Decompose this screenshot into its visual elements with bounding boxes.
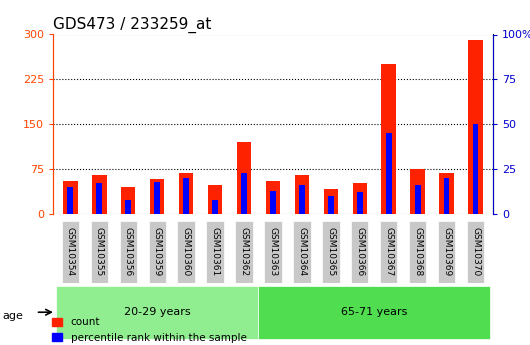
Text: GSM10356: GSM10356 bbox=[123, 227, 132, 276]
Bar bbox=[473, 124, 479, 214]
Text: GSM10365: GSM10365 bbox=[326, 227, 335, 276]
Bar bbox=[237, 142, 251, 214]
Bar bbox=[212, 199, 218, 214]
Bar bbox=[96, 184, 102, 214]
Text: GSM10354: GSM10354 bbox=[66, 227, 75, 276]
Bar bbox=[154, 181, 160, 214]
FancyBboxPatch shape bbox=[409, 221, 426, 283]
Text: GSM10360: GSM10360 bbox=[182, 227, 191, 276]
Bar bbox=[299, 185, 305, 214]
Text: GSM10369: GSM10369 bbox=[442, 227, 451, 276]
Bar bbox=[270, 190, 276, 214]
Text: GSM10362: GSM10362 bbox=[240, 227, 249, 276]
Bar bbox=[324, 189, 338, 214]
Bar bbox=[183, 178, 189, 214]
Text: GSM10367: GSM10367 bbox=[384, 227, 393, 276]
Bar bbox=[357, 193, 363, 214]
Text: 20-29 years: 20-29 years bbox=[124, 307, 190, 317]
Bar bbox=[328, 196, 334, 214]
Bar bbox=[208, 185, 222, 214]
Bar bbox=[150, 179, 164, 214]
Text: age: age bbox=[3, 311, 23, 321]
Bar bbox=[415, 185, 420, 214]
Text: 65-71 years: 65-71 years bbox=[341, 307, 408, 317]
Bar bbox=[126, 199, 131, 214]
Legend: count, percentile rank within the sample: count, percentile rank within the sample bbox=[48, 313, 251, 345]
Text: GSM10355: GSM10355 bbox=[95, 227, 104, 276]
Bar bbox=[67, 187, 73, 214]
FancyBboxPatch shape bbox=[264, 221, 281, 283]
FancyBboxPatch shape bbox=[178, 221, 195, 283]
Text: GDS473 / 233259_at: GDS473 / 233259_at bbox=[53, 17, 211, 33]
Bar bbox=[92, 175, 107, 214]
Text: GSM10361: GSM10361 bbox=[210, 227, 219, 276]
Text: GSM10359: GSM10359 bbox=[153, 227, 162, 276]
FancyBboxPatch shape bbox=[91, 221, 108, 283]
Bar bbox=[241, 172, 247, 214]
Bar bbox=[469, 40, 483, 214]
FancyBboxPatch shape bbox=[56, 286, 259, 339]
Bar bbox=[63, 181, 77, 214]
FancyBboxPatch shape bbox=[259, 286, 490, 339]
FancyBboxPatch shape bbox=[351, 221, 368, 283]
Bar bbox=[266, 181, 280, 214]
FancyBboxPatch shape bbox=[235, 221, 253, 283]
FancyBboxPatch shape bbox=[467, 221, 484, 283]
FancyBboxPatch shape bbox=[206, 221, 224, 283]
Bar bbox=[410, 169, 425, 214]
Text: GSM10366: GSM10366 bbox=[355, 227, 364, 276]
FancyBboxPatch shape bbox=[293, 221, 311, 283]
Bar bbox=[444, 178, 449, 214]
Bar bbox=[386, 133, 392, 214]
FancyBboxPatch shape bbox=[61, 221, 79, 283]
Bar bbox=[179, 173, 193, 214]
Text: GSM10363: GSM10363 bbox=[269, 227, 277, 276]
FancyBboxPatch shape bbox=[120, 221, 137, 283]
Text: GSM10364: GSM10364 bbox=[297, 227, 306, 276]
Text: GSM10370: GSM10370 bbox=[471, 227, 480, 276]
FancyBboxPatch shape bbox=[322, 221, 340, 283]
FancyBboxPatch shape bbox=[438, 221, 455, 283]
FancyBboxPatch shape bbox=[380, 221, 398, 283]
FancyBboxPatch shape bbox=[148, 221, 166, 283]
Bar bbox=[121, 187, 136, 214]
Bar bbox=[295, 175, 309, 214]
Bar bbox=[352, 183, 367, 214]
Text: GSM10368: GSM10368 bbox=[413, 227, 422, 276]
Bar bbox=[382, 65, 396, 214]
Bar bbox=[439, 173, 454, 214]
